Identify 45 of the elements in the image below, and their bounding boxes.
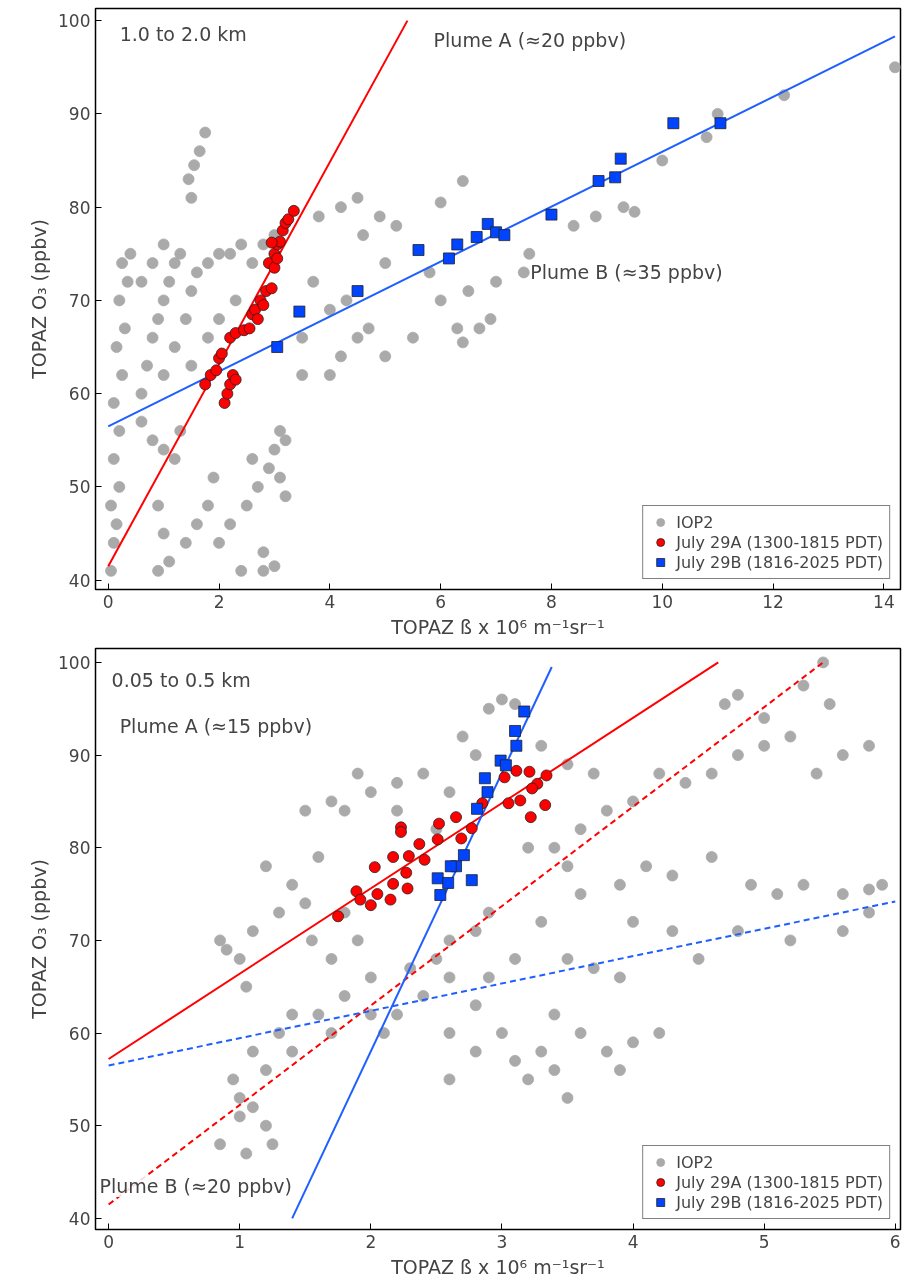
x-tick-label: 0 bbox=[102, 591, 114, 612]
legend-label: IOP2 bbox=[676, 1152, 714, 1172]
x-tick-label: 0 bbox=[103, 1231, 115, 1252]
y-axis-title: TOPAZ O₃ (ppbv) bbox=[28, 219, 51, 380]
annotation: 0.05 to 0.5 km bbox=[111, 668, 251, 691]
annotation: Plume A (≈20 ppbv) bbox=[433, 28, 627, 51]
legend-label: July 29B (1816-2025 PDT) bbox=[676, 1192, 883, 1212]
x-tick-label: 10 bbox=[651, 591, 674, 612]
annotation: Plume B (≈20 ppbv) bbox=[99, 1174, 293, 1197]
y-tick-label: 100 bbox=[58, 652, 91, 673]
y-tick-label: 100 bbox=[58, 11, 91, 32]
annotation: 1.0 to 2.0 km bbox=[119, 23, 247, 46]
x-axis-title: TOPAZ ß x 10⁶ m⁻¹sr⁻¹ bbox=[390, 1255, 605, 1278]
y-tick-label: 80 bbox=[68, 838, 91, 859]
y-tick-label: 80 bbox=[68, 197, 91, 218]
legend-label: IOP2 bbox=[676, 512, 714, 532]
y-tick-label: 40 bbox=[68, 570, 91, 591]
y-tick-label: 90 bbox=[68, 104, 91, 125]
annotation: Plume B (≈35 ppbv) bbox=[530, 261, 723, 284]
legend-label: July 29B (1816-2025 PDT) bbox=[676, 552, 883, 572]
y-tick-label: 60 bbox=[68, 384, 91, 405]
x-tick-label: 2 bbox=[213, 591, 225, 612]
x-tick-label: 1 bbox=[234, 1231, 246, 1252]
y-tick-label: 70 bbox=[68, 930, 91, 951]
x-tick-label: 8 bbox=[546, 591, 557, 612]
x-tick-label: 4 bbox=[627, 1231, 639, 1252]
y-tick-label: 90 bbox=[68, 745, 91, 766]
x-tick-label: 3 bbox=[496, 1231, 508, 1252]
legend-label: July 29A (1300-1815 PDT) bbox=[676, 532, 883, 552]
y-tick-label: 50 bbox=[68, 477, 91, 498]
y-tick-label: 60 bbox=[68, 1023, 91, 1044]
x-tick-label: 2 bbox=[365, 1231, 377, 1252]
legend-label: July 29A (1300-1815 PDT) bbox=[676, 1172, 883, 1192]
x-tick-label: 5 bbox=[758, 1231, 770, 1252]
x-tick-label: 6 bbox=[889, 1231, 901, 1252]
y-tick-label: 50 bbox=[68, 1116, 91, 1137]
y-axis-title: TOPAZ O₃ (ppbv) bbox=[28, 859, 51, 1020]
x-tick-label: 6 bbox=[435, 591, 447, 612]
x-tick-label: 14 bbox=[873, 591, 895, 612]
x-axis-title: TOPAZ ß x 10⁶ m⁻¹sr⁻¹ bbox=[390, 615, 605, 638]
x-tick-label: 4 bbox=[324, 591, 336, 612]
x-tick-label: 12 bbox=[762, 591, 784, 612]
y-tick-label: 40 bbox=[68, 1208, 91, 1229]
y-tick-label: 70 bbox=[68, 290, 91, 311]
annotation: Plume A (≈15 ppbv) bbox=[119, 715, 313, 738]
